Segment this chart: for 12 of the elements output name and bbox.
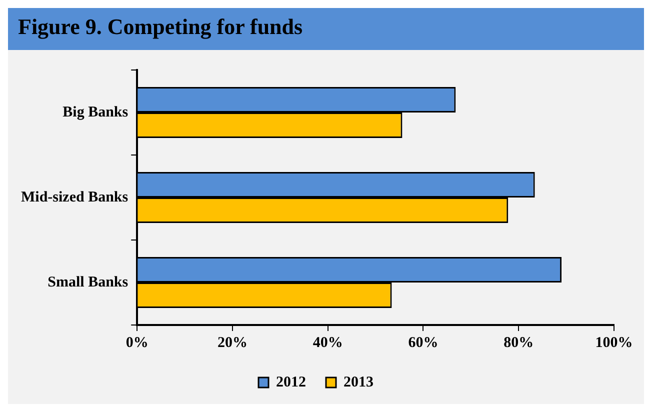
y-tick-label: Big Banks: [62, 104, 128, 120]
x-tick-label: 0%: [126, 334, 148, 351]
x-tick-label: 40%: [312, 334, 343, 351]
y-tick-label: Small Banks: [48, 274, 128, 290]
y-tick-label: Mid-sized Banks: [20, 189, 128, 206]
x-tick-label: 80%: [504, 334, 534, 351]
legend-label: 2013: [344, 374, 374, 390]
legend-label: 2012: [276, 374, 306, 390]
x-tick-label: 20%: [217, 334, 248, 351]
x-tick-label: 60%: [408, 334, 438, 351]
x-tick-label: 100%: [595, 334, 633, 351]
chart-title: Figure 9. Competing for funds: [8, 8, 644, 50]
